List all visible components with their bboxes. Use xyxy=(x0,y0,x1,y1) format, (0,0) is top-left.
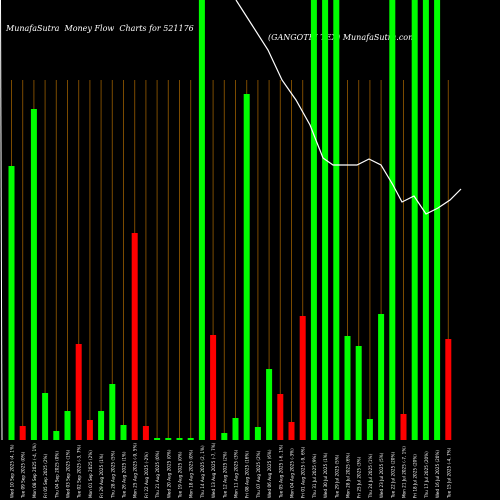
bar xyxy=(434,0,441,440)
x-tick-label: Thu 17 Jul 2025 (20%) xyxy=(424,451,429,499)
x-tick-label: Wed 03 Sep 2025 (1%) xyxy=(66,449,71,498)
x-tick-label: Fri 29 Aug 2025 (1%) xyxy=(99,453,104,498)
bar xyxy=(277,394,284,440)
bar xyxy=(422,0,429,440)
x-tick-label: Thu 21 Aug 2025 (0%) xyxy=(155,450,160,499)
bar xyxy=(210,335,217,440)
x-tick-label: Mon 11 Aug 2025 (3%) xyxy=(234,449,239,498)
bar xyxy=(120,425,127,440)
bar xyxy=(310,0,317,440)
x-tick-label: Fri 01 Aug 2025 (-9, 6%) xyxy=(301,446,306,498)
bar xyxy=(19,426,26,440)
x-tick-label: Thu 31 Jul 2025 (9%) xyxy=(312,453,317,499)
x-tick-label: Thu 24 Jul 2025 (1%) xyxy=(368,453,373,499)
bar xyxy=(176,438,183,440)
x-tick-label: Tue 22 Jul 2025 (20%) xyxy=(390,452,395,499)
bar xyxy=(299,316,306,440)
bar xyxy=(400,414,407,440)
bar xyxy=(378,314,385,440)
bar xyxy=(366,419,373,440)
bar xyxy=(333,0,340,440)
x-tick-label: Tue 05 Aug 2025 (-6, 1%) xyxy=(278,444,283,499)
bar xyxy=(445,339,452,440)
x-tick-label: Fri 05 Sep 2025 (2%) xyxy=(43,454,48,498)
x-tick-label: Tue 09 Sep 2025 (0%) xyxy=(21,451,26,499)
x-tick-label: Mon 18 Aug 2025 (0%) xyxy=(189,449,194,498)
bar xyxy=(221,433,228,440)
bar xyxy=(198,0,205,440)
bar xyxy=(98,411,105,440)
x-tick-label: Tue 19 Aug 2025 (0%) xyxy=(178,451,183,499)
bar xyxy=(322,0,329,440)
x-tick-label: Mon 08 Sep 2025 (-4, 1%) xyxy=(32,443,37,498)
bar xyxy=(254,427,261,440)
bar xyxy=(288,422,295,440)
x-axis-labels: Wed 10 Sep 2025 (4, 1%) Tue 09 Sep 2025 (… xyxy=(10,442,452,499)
bar xyxy=(30,109,37,440)
x-tick-label: Wed 30 Jul 2025 (1%) xyxy=(323,452,328,498)
left-line xyxy=(0,0,3,441)
x-tick-label: Fri 18 Jul 2025 (20%) xyxy=(413,454,418,498)
x-tick-label: Mon 25 Aug 2025 (-9, 5%) xyxy=(133,443,138,498)
chart-title-right: (GANGOTRI TEX) MunafaSutra.com xyxy=(268,33,416,42)
bar xyxy=(64,411,71,440)
x-tick-label: Tue 15 Jul 2025 (-4, 7%) xyxy=(446,447,451,499)
bar xyxy=(75,344,82,440)
bar xyxy=(232,418,239,440)
bar xyxy=(389,0,396,440)
x-tick-label: Wed 20 Aug 2025 (0%) xyxy=(166,449,171,498)
bar xyxy=(109,384,116,440)
x-tick-label: Tue 26 Aug 2025 (1%) xyxy=(122,451,127,499)
x-tick-label: Fri 22 Aug 2025 (-2%) xyxy=(144,452,149,498)
trend-line xyxy=(235,0,462,215)
x-tick-label: Wed 13 Aug 2025 (-7, 7%) xyxy=(211,442,216,498)
bar xyxy=(154,438,161,440)
x-tick-label: Wed 16 Jul 2025 (20%) xyxy=(435,450,440,498)
bar xyxy=(8,166,15,440)
bar xyxy=(142,426,149,440)
x-tick-label: Thu 04 Sep 2025 (0%) xyxy=(54,451,59,499)
bar xyxy=(355,346,362,440)
chart-bars xyxy=(8,0,452,440)
bar xyxy=(243,94,250,440)
bar xyxy=(344,336,351,440)
x-tick-label: Fri 25 Jul 2025 (3%) xyxy=(357,456,362,498)
x-tick-label: Mon 21 Jul 2025 (-7, 1%) xyxy=(402,446,407,498)
bar xyxy=(266,369,273,440)
x-tick-label: Wed 06 Aug 2025 (6%) xyxy=(267,449,272,498)
bar xyxy=(42,393,49,440)
x-tick-label: Wed 10 Sep 2025 (4, 1%) xyxy=(10,444,15,498)
x-tick-label: Fri 08 Aug 2025 (16%) xyxy=(245,451,250,498)
x-tick-label: Wed 23 Jul 2025 (5%) xyxy=(379,452,384,498)
chart-title-left: MunafaSutra Money Flow Charts for 521176 xyxy=(6,24,194,33)
x-tick-label: Mon 28 Jul 2025 (6%) xyxy=(346,453,351,498)
chart-title: MunafaSutra Money Flow Charts for 521176… xyxy=(0,15,500,42)
bar xyxy=(86,420,93,440)
bar xyxy=(187,438,194,440)
x-tick-label: Mon 04 Aug 2025 (-3%) xyxy=(290,448,295,498)
bar xyxy=(165,438,172,440)
x-tick-label: Tue 12 Aug 2025 (2%) xyxy=(222,451,227,499)
x-tick-label: Tue 29 Jul 2025 (5%) xyxy=(334,454,339,499)
x-tick-label: Thu 14 Aug 2025 (2, 1%) xyxy=(200,445,205,499)
x-tick-label: Mon 01 Sep 2025 (2%) xyxy=(88,450,93,498)
x-tick-label: Tue 02 Sep 2025 (-3, 7%) xyxy=(77,445,82,499)
bar xyxy=(411,0,418,440)
x-tick-label: Thu 07 Aug 2025 (2%) xyxy=(256,450,261,499)
x-tick-label: Thu 28 Aug 2025 (5%) xyxy=(110,450,115,499)
chart-lines xyxy=(0,0,462,441)
bar xyxy=(131,233,138,440)
bar xyxy=(53,431,60,440)
